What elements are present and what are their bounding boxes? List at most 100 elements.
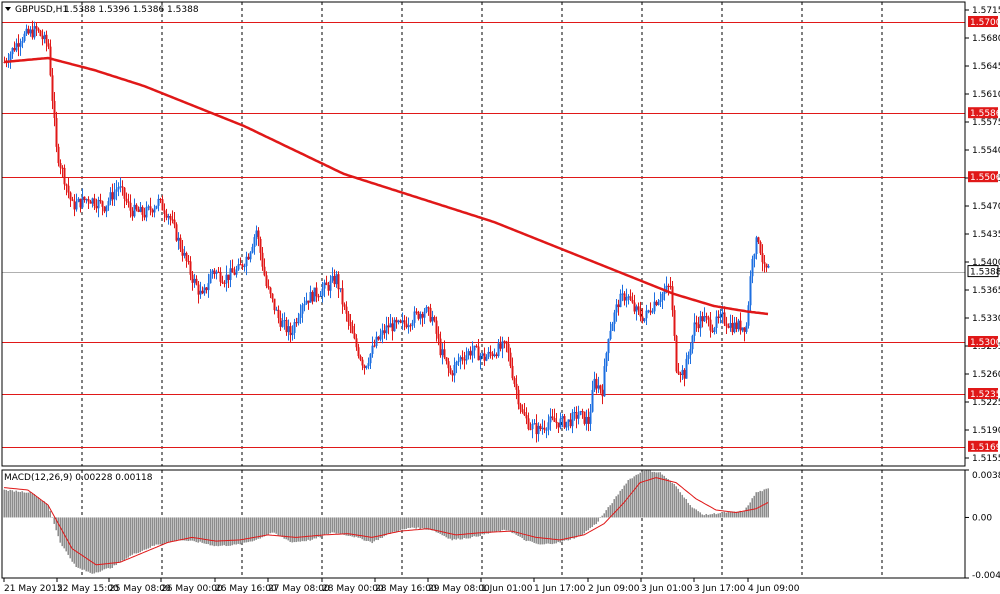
candle-body [737, 320, 740, 330]
price-pane[interactable] [2, 2, 965, 466]
macd-bar [63, 517, 65, 549]
candle-body [731, 322, 734, 333]
macd-bar [739, 510, 741, 518]
macd-bar [561, 517, 563, 542]
candle-body [163, 210, 166, 214]
macd-bar [245, 517, 247, 543]
candle-body [357, 347, 360, 357]
candle-body [715, 316, 718, 328]
dropdown-triangle-icon[interactable] [5, 7, 11, 11]
macd-bar [695, 509, 697, 518]
macd-bar [485, 517, 487, 534]
macd-bar [25, 492, 27, 518]
macd-bar [537, 517, 539, 545]
macd-label: MACD(12,26,9) 0.00228 0.00118 [4, 473, 153, 483]
candle-body [733, 322, 736, 333]
candle-body [119, 186, 122, 188]
macd-bar [113, 517, 115, 566]
macd-bar [423, 517, 425, 529]
candle-body [645, 310, 648, 319]
candle-body [753, 254, 756, 259]
candle-body [69, 192, 72, 200]
candle-body [371, 345, 374, 354]
candle-body [463, 359, 466, 361]
macd-bar [507, 517, 509, 531]
macd-bar [287, 517, 289, 541]
candle-body [59, 163, 62, 168]
candle-body [573, 411, 576, 413]
candle-body [315, 287, 318, 297]
macd-bar [715, 514, 717, 518]
macd-signal-line[interactable] [3, 477, 769, 566]
macd-bar [751, 498, 753, 518]
macd-bar [737, 511, 739, 518]
level-tag [968, 16, 998, 27]
candle-body [541, 427, 544, 429]
candle-body [705, 316, 708, 318]
macd-bar [3, 489, 5, 518]
macd-bar [147, 517, 149, 549]
macd-bar [573, 517, 575, 539]
macd-bar [109, 517, 111, 569]
candle-body [711, 330, 714, 332]
candle-body [657, 301, 660, 306]
candle-body [587, 416, 590, 424]
candle-body [743, 327, 746, 332]
macd-bar [141, 517, 143, 551]
macd-bar [203, 517, 205, 544]
macd-bar [205, 517, 207, 544]
candle-body [239, 264, 242, 266]
candle-body [519, 404, 522, 410]
macd-bar [201, 517, 203, 543]
candle-body [317, 296, 320, 298]
macd-bar [461, 517, 463, 540]
candle-body [339, 288, 342, 290]
macd-bar [679, 492, 681, 518]
candle-body [377, 336, 380, 340]
level-tag [968, 107, 998, 119]
candle-body [421, 313, 424, 318]
candle-body [287, 326, 290, 333]
candle-body [229, 268, 232, 280]
candle-body [215, 271, 218, 274]
moving-average-line[interactable] [3, 56, 769, 316]
candle-body [329, 280, 332, 291]
candle-body [279, 318, 282, 327]
candle-body [691, 335, 694, 350]
macd-bar [115, 517, 117, 566]
candle-body [97, 199, 100, 209]
macd-bar [233, 517, 235, 545]
macd-bar [189, 517, 191, 541]
candle-body [495, 354, 498, 357]
candle-body [77, 198, 80, 202]
macd-bar [17, 491, 19, 518]
candle-body [419, 313, 422, 319]
price-tick-label: 1.5260 [972, 370, 1000, 380]
candle-body [293, 322, 296, 333]
macd-bar [73, 517, 75, 564]
macd-bar [19, 491, 21, 518]
candle-body [491, 353, 494, 357]
macd-bar [371, 517, 373, 544]
macd-bar [587, 517, 589, 531]
candle-body [65, 184, 68, 186]
macd-bar [691, 507, 693, 518]
macd-bar [433, 517, 435, 531]
candle-body [249, 252, 252, 260]
level-tag-label: 1.5700 [970, 18, 1000, 28]
macd-bar [591, 517, 593, 527]
macd-bar [393, 517, 395, 532]
macd-bar [513, 517, 515, 534]
candle-body [675, 335, 678, 372]
candle-body [613, 312, 616, 324]
macd-bar [39, 499, 41, 518]
candle-body [283, 320, 286, 322]
candle-body [441, 349, 444, 356]
candle-body [23, 33, 26, 41]
candle-body [539, 425, 542, 429]
candle-body [517, 389, 520, 405]
macd-pane[interactable] [3, 469, 883, 578]
candle-body [767, 265, 770, 268]
candle-body [653, 301, 656, 312]
